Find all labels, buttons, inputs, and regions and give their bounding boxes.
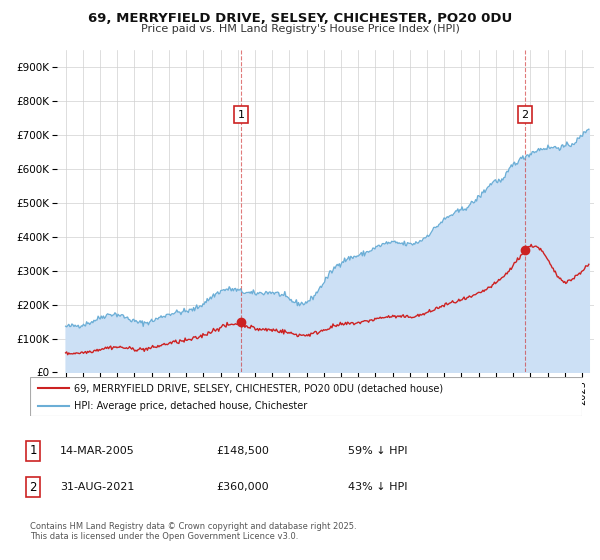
Text: 69, MERRYFIELD DRIVE, SELSEY, CHICHESTER, PO20 0DU (detached house): 69, MERRYFIELD DRIVE, SELSEY, CHICHESTER… [74, 383, 443, 393]
Text: 2: 2 [521, 110, 528, 120]
Text: £360,000: £360,000 [216, 482, 269, 492]
Text: £148,500: £148,500 [216, 446, 269, 456]
Text: 14-MAR-2005: 14-MAR-2005 [60, 446, 135, 456]
Text: This data is licensed under the Open Government Licence v3.0.: This data is licensed under the Open Gov… [30, 532, 298, 541]
Text: 69, MERRYFIELD DRIVE, SELSEY, CHICHESTER, PO20 0DU: 69, MERRYFIELD DRIVE, SELSEY, CHICHESTER… [88, 12, 512, 25]
Text: 1: 1 [29, 444, 37, 458]
Text: Contains HM Land Registry data © Crown copyright and database right 2025.: Contains HM Land Registry data © Crown c… [30, 522, 356, 531]
Text: 43% ↓ HPI: 43% ↓ HPI [348, 482, 407, 492]
Text: 31-AUG-2021: 31-AUG-2021 [60, 482, 134, 492]
Text: Price paid vs. HM Land Registry's House Price Index (HPI): Price paid vs. HM Land Registry's House … [140, 24, 460, 34]
Text: 2: 2 [29, 480, 37, 494]
Text: HPI: Average price, detached house, Chichester: HPI: Average price, detached house, Chic… [74, 401, 307, 411]
Text: 1: 1 [238, 110, 245, 120]
Text: 59% ↓ HPI: 59% ↓ HPI [348, 446, 407, 456]
